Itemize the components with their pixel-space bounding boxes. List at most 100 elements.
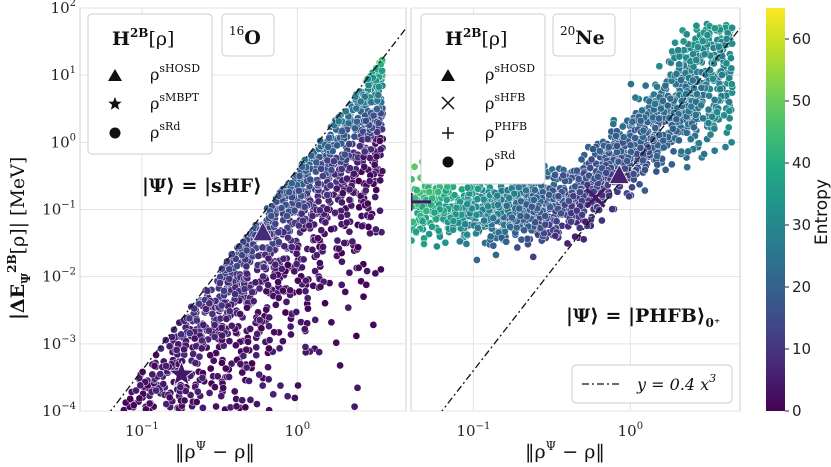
right-x-tick-labels: 10−1 100 (457, 421, 644, 440)
data-point (314, 197, 323, 206)
data-point (651, 124, 660, 132)
data-point (275, 344, 284, 353)
data-point (449, 225, 458, 234)
data-point (287, 179, 296, 188)
data-point (271, 219, 280, 228)
colorbar-tick-label: 40 (792, 154, 811, 172)
data-point (327, 225, 335, 234)
right-line-legend: y = 0.4 x3 (571, 364, 733, 404)
data-point (283, 392, 292, 401)
data-point (716, 85, 725, 93)
data-point (531, 186, 539, 195)
data-point (613, 142, 621, 150)
data-point (375, 82, 383, 91)
data-point (345, 227, 354, 236)
data-point (563, 239, 572, 248)
data-point (231, 290, 239, 298)
data-point (132, 386, 140, 395)
data-point (253, 400, 261, 408)
x-tick-label: 100 (285, 421, 310, 440)
data-point (694, 43, 702, 51)
data-point (202, 305, 210, 313)
left-nucleus-box (221, 13, 275, 57)
data-point (559, 171, 568, 180)
x-tick-label: 10−1 (125, 421, 159, 440)
data-point (238, 368, 247, 377)
data-point (541, 212, 549, 220)
data-point (530, 196, 538, 204)
data-point (703, 31, 712, 39)
data-point (472, 211, 481, 219)
data-point (138, 368, 147, 376)
data-point (210, 333, 219, 341)
data-point (669, 124, 677, 133)
data-point (246, 396, 255, 404)
data-point (222, 315, 231, 323)
data-point (307, 151, 316, 160)
data-point (334, 117, 343, 126)
data-point (361, 186, 370, 195)
data-point (704, 119, 713, 127)
data-point (710, 146, 719, 155)
data-point (262, 305, 271, 314)
data-point (218, 359, 226, 367)
data-point (572, 206, 581, 215)
data-point (677, 76, 685, 84)
data-point (225, 265, 234, 274)
data-point (700, 50, 709, 59)
data-point (245, 377, 253, 385)
left-panel: H2B[ρ] ρsHOSD ρsMBPT ρsRd 16O |Ψ⟩ = |sHF… (5, 0, 407, 463)
left-legend-srd: ρsRd (150, 120, 180, 142)
triangle-icon (108, 69, 122, 81)
data-point (345, 196, 354, 204)
data-point (159, 380, 168, 388)
data-point (375, 137, 384, 145)
data-point (639, 156, 647, 165)
x-cross-icon (441, 96, 455, 110)
data-point (338, 189, 347, 198)
data-point (316, 282, 325, 291)
data-point (412, 227, 420, 236)
data-point (636, 116, 645, 125)
data-point (579, 235, 588, 244)
data-point (434, 188, 443, 196)
data-point (265, 406, 273, 411)
data-point (614, 158, 623, 166)
triangle-icon (441, 69, 455, 81)
data-point (714, 42, 723, 51)
data-point (286, 322, 295, 331)
colorbar-tick-label: 10 (792, 340, 811, 358)
data-point (190, 304, 199, 313)
data-point (199, 321, 208, 329)
data-point (522, 186, 530, 195)
data-point (321, 299, 329, 308)
data-point (257, 324, 266, 333)
dash-dot-line (441, 27, 740, 411)
data-point (577, 155, 586, 164)
data-point (635, 180, 644, 189)
data-point (265, 336, 274, 344)
data-point (618, 122, 627, 131)
data-point (255, 370, 264, 379)
right-legend-title: H2B[ρ] (445, 26, 507, 50)
data-point (687, 102, 696, 111)
data-point (288, 243, 296, 251)
data-point (258, 243, 267, 252)
data-point (176, 383, 185, 392)
right-legend-phfb: ρPHFB (485, 120, 527, 142)
data-point (638, 106, 646, 115)
data-point (248, 359, 256, 368)
data-point (338, 127, 346, 135)
data-point (567, 217, 575, 226)
data-point (463, 230, 471, 239)
triangle-marker (252, 220, 274, 242)
data-point (722, 59, 731, 68)
data-point (157, 344, 165, 353)
data-point (240, 285, 249, 294)
data-point (706, 130, 715, 139)
data-point (342, 107, 350, 116)
data-point (514, 183, 523, 192)
data-point (724, 123, 733, 132)
data-point (205, 326, 213, 335)
data-point (657, 104, 665, 113)
